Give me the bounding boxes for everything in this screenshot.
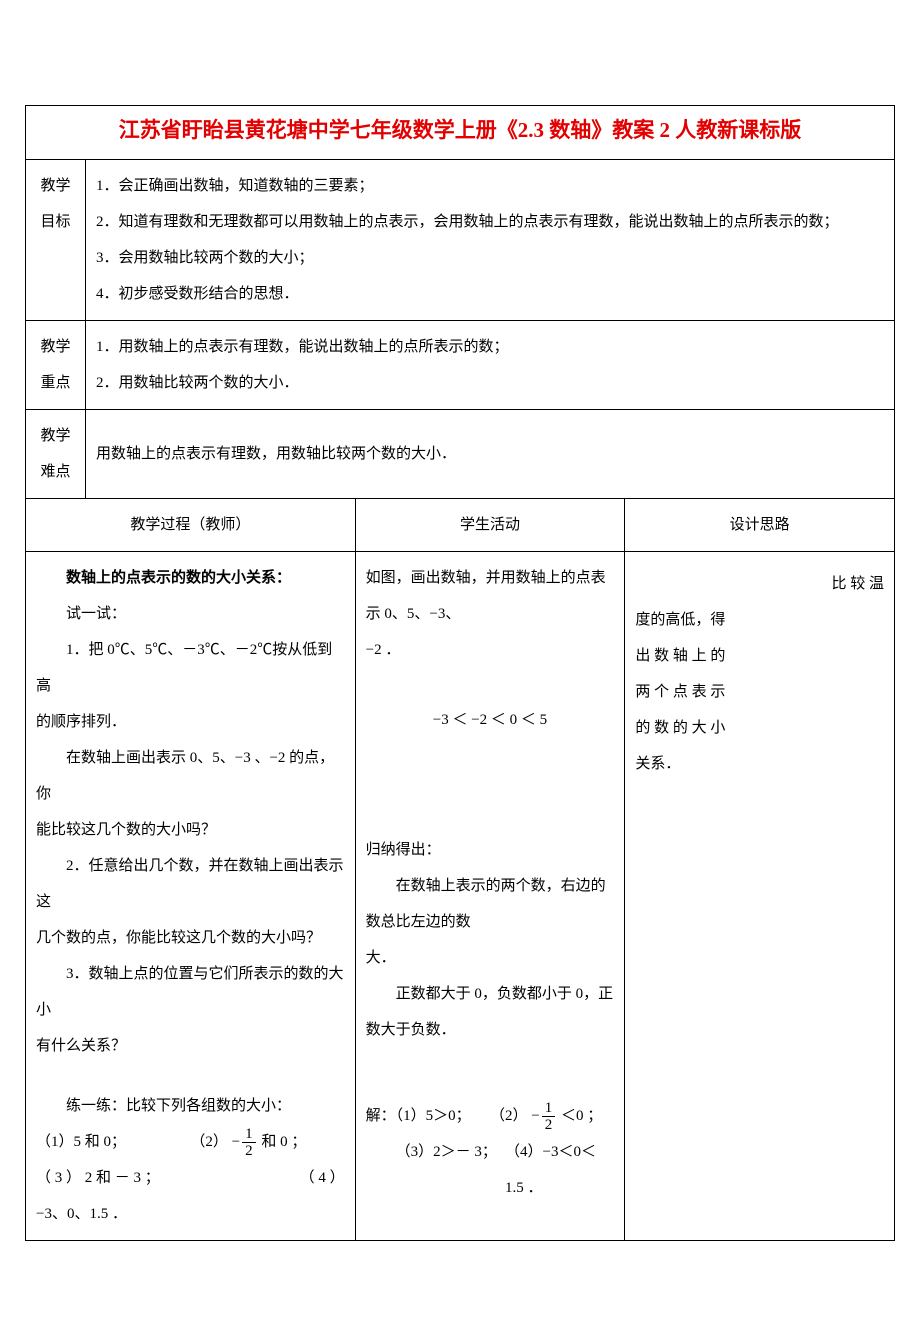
teacher-p3a: 2．任意给出几个数，并在数轴上画出表示这 (36, 848, 345, 920)
solution-row-2: （3）2＞－ 3； （4）−3＜0＜1.5 ． (366, 1134, 615, 1206)
teacher-p1b: 的顺序排列． (36, 704, 345, 740)
page-container: 江苏省盱眙县黄花塘中学七年级数学上册《2.3 数轴》教案 2 人教新课标版 教学… (0, 0, 920, 1341)
spacer (366, 668, 615, 688)
lesson-plan-table: 江苏省盱眙县黄花塘中学七年级数学上册《2.3 数轴》教案 2 人教新课标版 教学… (25, 105, 895, 1241)
teacher-p2a: 在数轴上画出表示 0、5、−3 、−2 的点，你 (36, 740, 345, 812)
objective-item: 3．会用数轴比较两个数的大小； (96, 240, 884, 276)
header-design: 设计思路 (625, 499, 895, 552)
practice-2: （2） −12 和 0 ； (190, 1124, 344, 1160)
spacer (36, 1064, 345, 1088)
frac-num: 1 (542, 1100, 556, 1118)
teacher-last: −3、0、1.5 ． (36, 1196, 345, 1232)
student-s1b: −2 ． (366, 632, 615, 668)
student-s4: 正数都大于 0，负数都小于 0，正数大于负数． (366, 976, 615, 1048)
design-d2: 度的高低，得 (635, 602, 884, 638)
content-row: 数轴上的点表示的数的大小关系： 试一试： 1．把 0℃、5℃、－3℃、－2℃按从… (26, 552, 895, 1241)
practice-pair-2: （ 3 ） 2 和 － 3 ； （ 4 ） (36, 1160, 345, 1196)
design-d4: 两 个 点 表 示 (635, 674, 884, 710)
sol1-text: （1）5＞0； (396, 1108, 471, 1124)
teacher-practice: 练一练：比较下列各组数的大小： (36, 1088, 345, 1124)
inequality: −3 ＜ −2 ＜ 0 ＜ 5 (366, 702, 615, 738)
practice-3: （ 3 ） 2 和 － 3 ； (36, 1160, 190, 1196)
student-s3b: 大． (366, 940, 615, 976)
solution-row-1: 解：（1）5＞0； （2） −12 ＜0 ； (366, 1098, 615, 1134)
practice-pair-1: （1）5 和 0； （2） −12 和 0 ； (36, 1124, 345, 1160)
teacher-try: 试一试： (36, 596, 345, 632)
p2-post: 和 0 ； (261, 1134, 306, 1150)
keypoint-item: 2．用数轴比较两个数的大小． (96, 365, 884, 401)
keypoints-content: 1．用数轴上的点表示有理数，能说出数轴上的点所表示的数； 2．用数轴比较两个数的… (86, 321, 895, 410)
difficulty-label: 教学难点 (26, 410, 86, 499)
sol2-minus: − (531, 1108, 539, 1124)
teacher-p4a: 3．数轴上点的位置与它们所表示的数的大小 (36, 956, 345, 1028)
title-row: 江苏省盱眙县黄花塘中学七年级数学上册《2.3 数轴》教案 2 人教新课标版 (26, 106, 895, 160)
objective-item: 1．会正确画出数轴，知道数轴的三要素； (96, 168, 884, 204)
practice-1: （1）5 和 0； (36, 1124, 190, 1160)
solution-3: （3）2＞－ 3； (366, 1134, 505, 1206)
keypoints-label: 教学重点 (26, 321, 86, 410)
practice-4: （ 4 ） (190, 1160, 344, 1196)
difficulty-text: 用数轴上的点表示有理数，用数轴比较两个数的大小． (96, 446, 456, 462)
objectives-label: 教学目标 (26, 160, 86, 321)
fraction-half: 12 (242, 1126, 256, 1160)
design-d1: 比 较 温 (635, 560, 884, 602)
title-cell: 江苏省盱眙县黄花塘中学七年级数学上册《2.3 数轴》教案 2 人教新课标版 (26, 106, 895, 160)
teacher-p1a: 1．把 0℃、5℃、－3℃、－2℃按从低到高 (36, 632, 345, 704)
difficulty-content: 用数轴上的点表示有理数，用数轴比较两个数的大小． (86, 410, 895, 499)
design-d3: 出 数 轴 上 的 (635, 638, 884, 674)
header-student: 学生活动 (355, 499, 625, 552)
teacher-p4b: 有什么关系？ (36, 1028, 345, 1064)
student-column: 如图，画出数轴，并用数轴上的点表示 0、5、−3、 −2 ． −3 ＜ −2 ＜… (355, 552, 625, 1241)
solution-2: （2） −12 ＜0 ； (490, 1098, 614, 1134)
p2-pre: （2） (190, 1134, 228, 1150)
objectives-content: 1．会正确画出数轴，知道数轴的三要素； 2．知道有理数和无理数都可以用数轴上的点… (86, 160, 895, 321)
document-title: 江苏省盱眙县黄花塘中学七年级数学上册《2.3 数轴》教案 2 人教新课标版 (119, 118, 802, 142)
sol-label: 解： (366, 1108, 396, 1124)
objectives-row: 教学目标 1．会正确画出数轴，知道数轴的三要素； 2．知道有理数和无理数都可以用… (26, 160, 895, 321)
teacher-p2b: 能比较这几个数的大小吗？ (36, 812, 345, 848)
p2-minus: − (232, 1134, 240, 1150)
spacer (366, 1048, 615, 1098)
objective-item: 4．初步感受数形结合的思想． (96, 276, 884, 312)
student-s3a: 在数轴上表示的两个数，右边的数总比左边的数 (366, 868, 615, 940)
solution-1: 解：（1）5＞0； (366, 1098, 490, 1134)
sol2-pre: （2） (490, 1108, 528, 1124)
spacer (366, 752, 615, 832)
difficulty-row: 教学难点 用数轴上的点表示有理数，用数轴比较两个数的大小． (26, 410, 895, 499)
column-headers-row: 教学过程（教师） 学生活动 设计思路 (26, 499, 895, 552)
solution-4: （4）−3＜0＜1.5 ． (505, 1134, 614, 1206)
teacher-heading: 数轴上的点表示的数的大小关系： (36, 560, 345, 596)
student-s1a: 如图，画出数轴，并用数轴上的点表示 0、5、−3、 (366, 560, 615, 632)
design-d6: 关系． (635, 746, 884, 782)
keypoint-item: 1．用数轴上的点表示有理数，能说出数轴上的点所表示的数； (96, 329, 884, 365)
frac-num: 1 (242, 1126, 256, 1144)
fraction-half-2: 12 (542, 1100, 556, 1134)
keypoints-row: 教学重点 1．用数轴上的点表示有理数，能说出数轴上的点所表示的数； 2．用数轴比… (26, 321, 895, 410)
design-d5: 的 数 的 大 小 (635, 710, 884, 746)
student-s2: 归纳得出： (366, 832, 615, 868)
teacher-column: 数轴上的点表示的数的大小关系： 试一试： 1．把 0℃、5℃、－3℃、－2℃按从… (26, 552, 356, 1241)
teacher-p3b: 几个数的点，你能比较这几个数的大小吗？ (36, 920, 345, 956)
design-column: 比 较 温 度的高低，得 出 数 轴 上 的 两 个 点 表 示 的 数 的 大… (625, 552, 895, 1241)
sol2-post: ＜0 ； (561, 1108, 602, 1124)
frac-den: 2 (542, 1117, 556, 1134)
objective-item: 2．知道有理数和无理数都可以用数轴上的点表示，会用数轴上的点表示有理数，能说出数… (96, 204, 884, 240)
header-teacher: 教学过程（教师） (26, 499, 356, 552)
frac-den: 2 (242, 1143, 256, 1160)
